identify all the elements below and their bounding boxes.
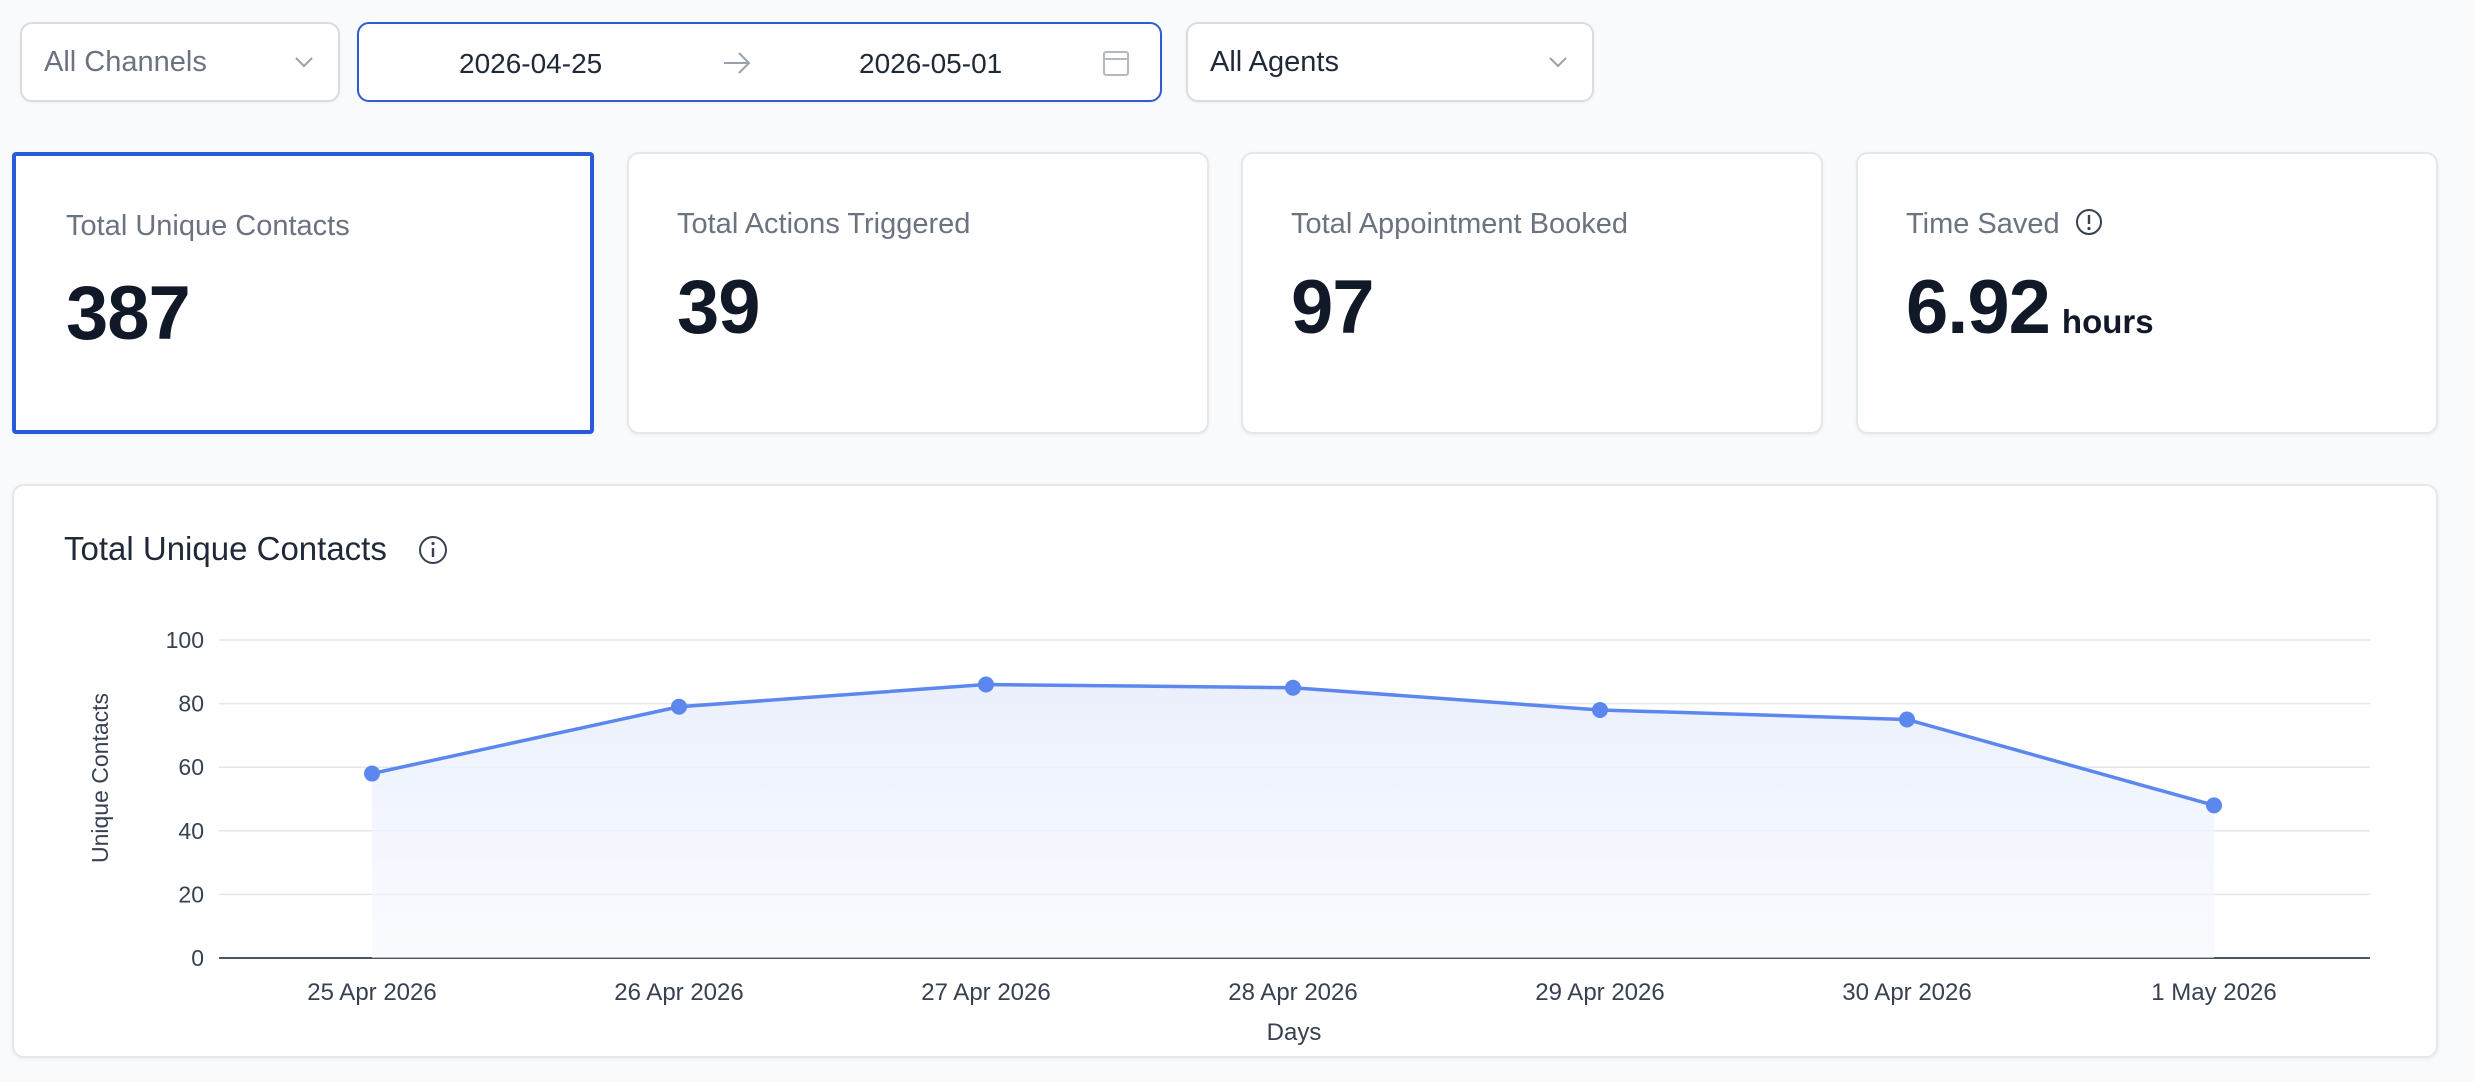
stat-unit: hours — [2061, 303, 2154, 340]
y-tick-label: 40 — [178, 818, 204, 844]
x-axis-ticks: 25 Apr 2026 26 Apr 2026 27 Apr 2026 28 Apr … — [307, 979, 2276, 1006]
data-point[interactable] — [1592, 701, 1608, 718]
stat-value-row: 6.92 hours — [1906, 264, 2154, 351]
stat-label: Total Appointment Booked — [1291, 208, 1628, 240]
data-point[interactable] — [364, 765, 380, 782]
area-fill — [372, 684, 2214, 958]
arrow-right-icon — [724, 52, 751, 74]
y-tick-label: 100 — [166, 627, 204, 653]
data-point[interactable] — [671, 698, 687, 715]
stat-value: 97 — [1291, 265, 1375, 350]
chart-panel: Total Unique Contacts 0 20 40 60 80 100 25 Ap… — [12, 484, 2438, 1058]
info-icon[interactable] — [2074, 207, 2104, 237]
stat-card-appointments-booked[interactable]: Total Appointment Booked 97 — [1241, 152, 1823, 434]
chart-area — [372, 684, 2214, 958]
stat-value: 387 — [66, 271, 191, 356]
agent-select-value: All Agents — [1210, 45, 1339, 78]
agent-select[interactable]: All Agents — [1186, 22, 1594, 102]
date-end-field[interactable]: 2026-05-01 — [859, 48, 1003, 79]
chevron-down-icon — [295, 57, 313, 68]
x-axis-label: Days — [1267, 1019, 1322, 1046]
stat-card-actions-triggered[interactable]: Total Actions Triggered 39 — [627, 152, 1209, 434]
stat-label: Total Unique Contacts — [66, 210, 350, 242]
info-icon[interactable] — [417, 534, 449, 566]
date-start-field[interactable]: 2026-04-25 — [459, 48, 603, 79]
data-point[interactable] — [1899, 711, 1915, 728]
calendar-icon[interactable] — [1101, 48, 1131, 78]
y-tick-label: 0 — [191, 945, 204, 971]
x-tick-label: 26 Apr 2026 — [614, 979, 743, 1006]
channel-select[interactable]: All Channels — [20, 22, 340, 102]
x-tick-label: 27 Apr 2026 — [921, 979, 1050, 1006]
chevron-down-icon — [1549, 57, 1567, 68]
line-chart: 0 20 40 60 80 100 25 Apr 2026 26 Apr 2026 27 Ap… — [87, 627, 2370, 1046]
y-tick-label: 20 — [178, 881, 204, 907]
x-tick-label: 30 Apr 2026 — [1842, 979, 1971, 1006]
data-point[interactable] — [978, 676, 994, 693]
y-tick-label: 80 — [178, 691, 204, 717]
stat-value: 39 — [677, 265, 761, 350]
y-axis-label: Unique Contacts — [87, 693, 113, 863]
stat-label: Total Actions Triggered — [677, 208, 971, 240]
stat-label-row: Time Saved — [1906, 208, 2104, 241]
channel-select-value: All Channels — [44, 45, 207, 78]
x-tick-label: 29 Apr 2026 — [1535, 979, 1664, 1006]
x-tick-label: 1 May 2026 — [2151, 979, 2276, 1006]
stat-label: Time Saved — [1906, 208, 2060, 240]
stat-card-time-saved[interactable]: Time Saved 6.92 hours — [1856, 152, 2438, 434]
data-point[interactable] — [2206, 797, 2222, 814]
chart-title: Total Unique Contacts — [64, 530, 387, 567]
x-tick-label: 28 Apr 2026 — [1228, 979, 1357, 1006]
stat-value: 6.92 — [1906, 265, 2051, 350]
x-tick-label: 25 Apr 2026 — [307, 979, 436, 1006]
date-range-picker[interactable]: 2026-04-25 2026-05-01 — [357, 22, 1162, 102]
data-point[interactable] — [1285, 679, 1301, 696]
y-tick-label: 60 — [178, 754, 204, 780]
chart-points — [364, 676, 2222, 814]
y-axis-ticks: 0 20 40 60 80 100 — [166, 627, 204, 971]
stat-card-unique-contacts[interactable]: Total Unique Contacts 387 — [12, 152, 594, 434]
